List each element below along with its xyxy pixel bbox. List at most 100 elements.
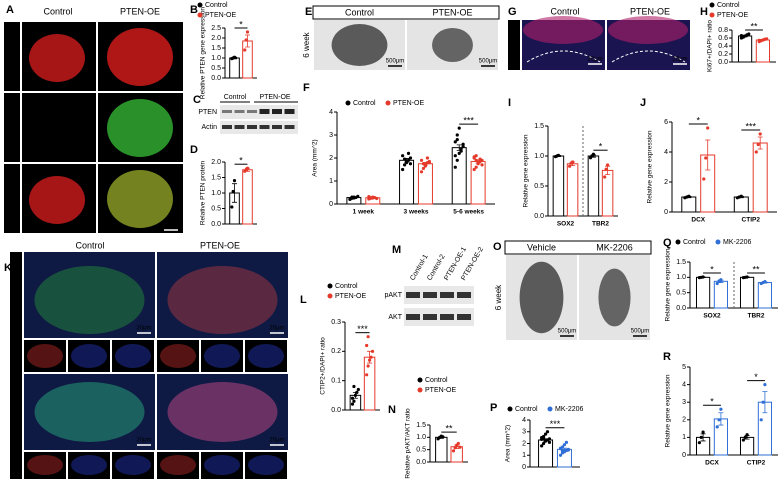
data-point [451, 449, 456, 453]
y-tick-label: 0.5 [534, 183, 544, 190]
legend-marker [715, 239, 721, 245]
band [457, 292, 471, 298]
error-bar [762, 391, 768, 414]
data-point [453, 446, 457, 450]
tissue [29, 34, 85, 82]
label: Control [550, 6, 579, 16]
y-tick-label: 4 [682, 381, 686, 388]
y-tick-label: 0.5 [211, 205, 221, 212]
y-axis-label: Relative pAKT/AKT ratio [405, 408, 412, 479]
data-point [421, 166, 426, 170]
data-point [754, 150, 758, 154]
error-bar [705, 139, 711, 171]
data-point [423, 164, 428, 168]
y-tick-label: 4 [522, 417, 526, 424]
data-point [350, 402, 355, 406]
stain-label: CTIP2 [13, 445, 20, 465]
significance-label: * [599, 142, 603, 152]
y-tick-label: 3 [682, 399, 686, 406]
significance-label: ** [752, 264, 760, 274]
x-tick-label: 5-6 weeks [453, 209, 484, 216]
y-tick-label: 0.0 [676, 305, 686, 312]
header-frame [312, 5, 500, 20]
data-point [232, 179, 237, 183]
data-point [472, 155, 476, 159]
data-point [371, 196, 375, 200]
data-point [604, 167, 608, 171]
stain-label: OCT4 [7, 44, 17, 68]
band [423, 292, 437, 298]
y-tick-label: 0.0 [211, 75, 221, 82]
error-bar [757, 136, 763, 150]
data-point [232, 55, 237, 59]
data-point [765, 37, 769, 41]
tissue [598, 268, 631, 327]
y-axis-label: Relative gene expression [665, 248, 672, 321]
band [457, 314, 471, 320]
data-point [352, 384, 356, 389]
label: PTEN-OE [120, 6, 160, 16]
x-tick-label: TBR2 [592, 221, 609, 228]
data-point [545, 430, 550, 434]
tissue [432, 28, 473, 62]
bar [737, 35, 753, 63]
stain-label: 6 week [494, 284, 503, 310]
data-point [366, 335, 370, 339]
data-point [459, 147, 463, 151]
label: MK-2206 [596, 242, 633, 252]
y-tick-label: 1 [522, 452, 526, 459]
data-point [365, 343, 369, 348]
x-tick-label: TBR2 [748, 313, 765, 320]
blot [404, 308, 474, 326]
data-point [741, 438, 745, 442]
bar [399, 159, 415, 205]
data-point [353, 393, 358, 397]
band [440, 292, 454, 298]
label: Control [75, 240, 104, 250]
data-point [425, 156, 430, 160]
panel-letter: A [6, 4, 14, 16]
band [284, 109, 295, 114]
legend-marker [327, 283, 333, 289]
tissue [27, 344, 63, 368]
significance-label: * [239, 156, 243, 166]
significance-label: *** [357, 324, 368, 334]
tissue [523, 16, 603, 44]
data-point [759, 418, 763, 422]
y-axis-label: Relative PTEN protein [200, 160, 207, 225]
data-point [243, 48, 247, 52]
y-tick-label: 0.0 [331, 407, 341, 414]
data-point [356, 194, 360, 199]
legend-label: PTEN-OE [425, 387, 456, 394]
band [423, 314, 437, 320]
data-point [453, 165, 457, 169]
data-point [461, 144, 465, 149]
tissue [331, 24, 388, 66]
data-point [401, 154, 405, 158]
legend-label: Control [353, 100, 376, 107]
bar [713, 280, 729, 309]
panel-letter: F [303, 82, 310, 94]
band [272, 109, 282, 114]
tissue [167, 382, 278, 442]
data-point [472, 167, 476, 172]
bar [363, 356, 376, 411]
data-point [562, 443, 567, 447]
legend-marker [197, 12, 203, 18]
band [406, 314, 420, 320]
data-point [421, 162, 426, 166]
stain-label: SOX2 [13, 416, 20, 435]
data-point [352, 196, 356, 200]
y-tick-label: 1.5 [416, 422, 426, 429]
band [406, 292, 420, 298]
significance-label: * [239, 19, 243, 29]
legend-marker [385, 100, 391, 106]
band [440, 314, 454, 320]
band [247, 110, 257, 113]
legend-marker [507, 406, 513, 412]
legend-label: Control [335, 283, 358, 290]
bar [695, 276, 711, 309]
tissue [248, 344, 284, 368]
significance-label: *** [745, 121, 756, 131]
